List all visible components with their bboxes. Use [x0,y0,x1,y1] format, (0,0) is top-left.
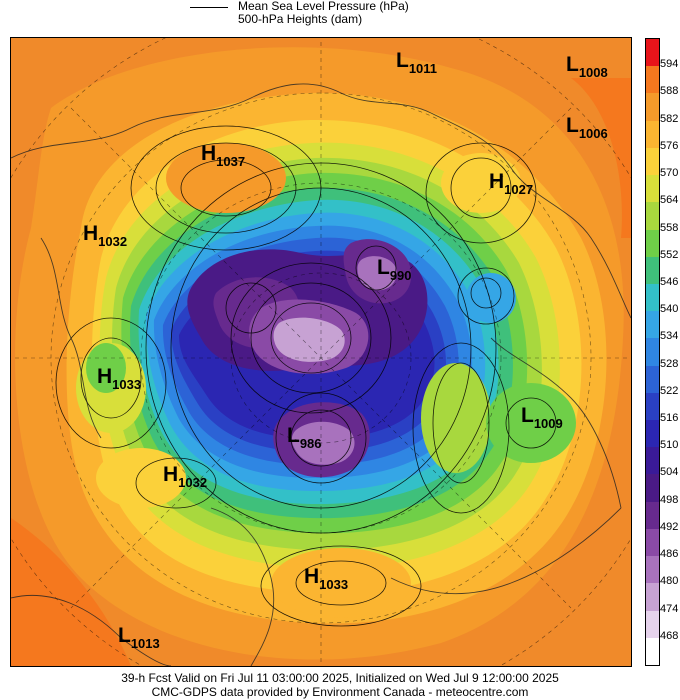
pressure-center-low-1013: L1013 [118,624,160,651]
colorbar-tick-label: 480 [660,575,679,588]
band-east-edge [571,78,631,238]
colorbar-segment [646,447,659,475]
colorbar-segment [646,120,659,149]
colorbar-tick-label: 486 [660,548,679,561]
height-field-map [11,38,631,666]
trough-west [86,343,126,393]
colorbar-tick-label: 564 [660,194,679,207]
pressure-center-high-1033-south: H1033 [304,565,349,592]
colorbar-segment [646,556,659,584]
polar-vortex-core-south-inner [291,421,355,465]
polar-vortex-core-center-inner [273,317,345,362]
colorbar-tick-label: 558 [660,221,679,234]
colorbar-segment [646,528,659,557]
height-legend-label: 500-hPa Heights (dam) [238,12,363,26]
forecast-valid-time: 39-h Fcst Valid on Fri Jul 11 03:00:00 2… [121,671,559,685]
colorbar-segment [646,637,659,666]
colorbar-segment [646,283,659,312]
band-southwest [11,518,131,666]
colorbar-segment [646,474,659,503]
pressure-center-low-990: L990 [377,256,412,283]
colorbar-segment [646,501,659,530]
pressure-center-low-986: L986 [287,424,322,451]
colorbar-segment [646,202,659,230]
colorbar-segment [646,610,659,639]
colorbar-segment [646,256,659,285]
pressure-center-high-1037: H1037 [201,142,246,169]
data-credit: CMC-GDPS data provided by Environment Ca… [151,685,529,699]
polar-vortex-core-east-inner [357,256,397,291]
pressure-center-low-1008: L1008 [566,53,608,80]
colorbar-segment [646,583,659,612]
map-panel: L1011 L1008 L1006 H1037 H1027 H1032 L990… [10,37,632,667]
colorbar-segment [646,39,659,67]
colorbar-segment [646,392,659,421]
colorbar-tick-label: 570 [660,167,679,180]
colorbar-tick-label: 594 [660,58,679,71]
colorbar-segment [646,147,659,176]
colorbar-tick-label: 534 [660,330,679,343]
colorbar-segment [646,66,659,94]
colorbar-tick-label: 522 [660,384,679,397]
colorbar-tick-label: 546 [660,275,679,288]
colorbar-segment [646,365,659,394]
colorbar-tick-label: 492 [660,520,679,533]
mslp-legend-label: Mean Sea Level Pressure (hPa) [238,0,409,13]
latitude-circles [11,38,631,666]
colorbar-segment [646,93,659,122]
pressure-center-high-1033-west: H1033 [97,365,142,392]
colorbar-tick-label: 528 [660,357,679,370]
pressure-center-high-1027: H1027 [489,170,534,197]
colorbar-tick-label: 576 [660,139,679,152]
pressure-center-low-1009: L1009 [521,404,563,431]
colorbar-tick-label: 582 [660,112,679,125]
colorbar-segment [646,229,659,258]
height-colorbar [645,38,660,666]
ridge-asia [166,143,286,213]
colorbar-segment [646,175,659,203]
colorbar-tick-label: 498 [660,493,679,506]
ridge-north-america [271,548,411,618]
colorbar-tick-label: 474 [660,602,679,615]
map-legend: Mean Sea Level Pressure (hPa) 500-hPa He… [190,0,490,30]
colorbar-segment [646,420,659,448]
colorbar-segment [646,311,659,339]
ridge-southwest [96,448,186,508]
pressure-center-low-1011: L1011 [396,49,438,76]
pressure-center-high-1032-west: H1032 [83,222,128,249]
ridge-pacific [441,153,521,213]
colorbar-tick-label: 552 [660,248,679,261]
pressure-center-low-1006: L1006 [566,114,608,141]
colorbar-tick-label: 516 [660,412,679,425]
pressure-center-high-1032-south: H1032 [163,463,208,490]
colorbar-tick-label: 504 [660,466,679,479]
colorbar-segment [646,338,659,367]
colorbar-tick-label: 468 [660,629,679,642]
trough-europe [466,273,516,323]
mslp-line-swatch [190,7,228,8]
colorbar-tick-label: 588 [660,85,679,98]
coastlines [11,83,631,666]
colorbar-tick-label: 540 [660,303,679,316]
colorbar-tick-label: 510 [660,439,679,452]
isobars [55,125,557,627]
